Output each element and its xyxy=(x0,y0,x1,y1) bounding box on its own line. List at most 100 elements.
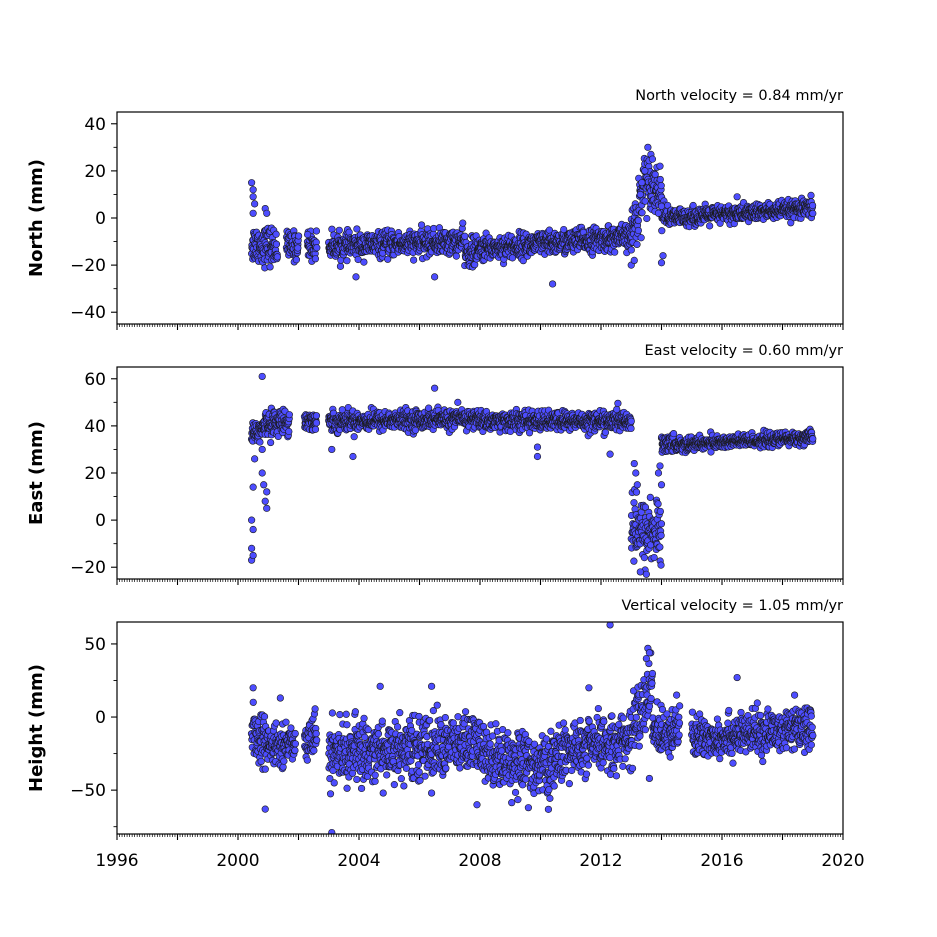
north-data-point xyxy=(634,216,642,225)
east-data-point xyxy=(533,443,542,451)
east-data-point xyxy=(630,557,638,565)
east-ytick-label: −20 xyxy=(70,558,106,578)
east-data-point xyxy=(261,497,269,505)
east-data-point xyxy=(260,481,268,489)
north-data-point xyxy=(548,280,557,288)
east-data-point xyxy=(809,435,817,443)
east-data-point xyxy=(311,425,320,433)
north-data-point xyxy=(519,257,527,265)
north-data-point xyxy=(627,246,635,254)
east-ylabel: East (mm) xyxy=(26,421,47,525)
east-data-point xyxy=(657,520,666,528)
north-data-point xyxy=(637,234,645,242)
north-data-point xyxy=(335,226,343,234)
height-data-point xyxy=(261,765,269,773)
east-data-point xyxy=(632,488,641,496)
east-data-point xyxy=(285,411,293,419)
north-data-point xyxy=(809,209,817,217)
east-data-point xyxy=(632,469,640,477)
east-data-point xyxy=(657,561,665,569)
east-data-point xyxy=(657,481,666,489)
north-data-point xyxy=(272,240,281,248)
east-data-point xyxy=(249,525,257,534)
north-data-point xyxy=(249,209,257,217)
east-data-point xyxy=(328,445,336,454)
north-data-point xyxy=(272,230,280,238)
east-data-point xyxy=(267,438,275,447)
north-ytick-label: −20 xyxy=(70,256,106,276)
north-data-point xyxy=(641,167,649,175)
north-data-point xyxy=(636,190,644,199)
east-data-point xyxy=(656,543,664,551)
north-data-point xyxy=(657,259,666,267)
north-data-point xyxy=(353,225,361,233)
north-data-point xyxy=(657,182,665,190)
north-data-point xyxy=(808,201,817,210)
north-data-point xyxy=(656,175,664,184)
north-data-point xyxy=(658,227,666,235)
east-data-point xyxy=(249,551,257,560)
north-data-point xyxy=(273,253,281,261)
east-data-point xyxy=(411,426,420,434)
north-data-point xyxy=(292,256,301,264)
east-data-point xyxy=(274,432,282,441)
north-data-point xyxy=(410,256,418,264)
north-data-point xyxy=(312,227,321,235)
north-data-point xyxy=(644,143,652,151)
east-data-point xyxy=(533,452,542,461)
north-data-point xyxy=(648,155,657,163)
north-data-point xyxy=(352,273,360,281)
north-ytick-label: −40 xyxy=(70,303,106,323)
east-data-point xyxy=(606,450,614,458)
north-data-point xyxy=(633,240,641,249)
east-data-point xyxy=(630,459,638,468)
north-data-point xyxy=(461,232,469,240)
east-data-point xyxy=(614,399,622,407)
east-data-point xyxy=(636,568,644,576)
north-data-point xyxy=(641,197,649,205)
east-markers xyxy=(247,372,817,578)
north-data-point xyxy=(303,230,312,239)
east-data-point xyxy=(248,544,256,552)
east-velocity-annotation: East velocity = 0.60 mm/yr xyxy=(644,343,843,359)
east-data-point xyxy=(642,570,650,578)
east-data-point xyxy=(258,372,266,381)
north-ylabel: North (mm) xyxy=(26,159,47,277)
east-axes-frame xyxy=(116,366,844,580)
east-data-point xyxy=(654,500,662,508)
east-data-point xyxy=(657,531,665,540)
east-data-point xyxy=(258,445,266,454)
east-data-point xyxy=(251,455,259,463)
east-data-point xyxy=(656,507,664,516)
north-data-point xyxy=(384,255,392,263)
east-ytick-label: 60 xyxy=(84,370,106,390)
north-data-point xyxy=(638,179,646,187)
north-data-point xyxy=(249,193,257,201)
north-data-point xyxy=(787,219,795,227)
north-data-point xyxy=(643,214,651,223)
north-data-point xyxy=(654,209,663,217)
north-data-point xyxy=(249,186,257,194)
north-panel: −40 −20 0 20 40 North (mm) North velocity = 0.… xyxy=(26,88,844,330)
east-data-point xyxy=(627,424,635,433)
north-data-point xyxy=(634,226,642,235)
east-data-point xyxy=(656,462,664,470)
north-data-point xyxy=(659,252,667,260)
height-data-point xyxy=(249,698,257,706)
east-data-point xyxy=(312,419,321,427)
east-data-point xyxy=(312,412,321,420)
east-data-point xyxy=(248,516,256,524)
north-data-point xyxy=(336,262,345,270)
east-data-point xyxy=(654,469,663,477)
north-data-point xyxy=(716,219,724,227)
east-data-point xyxy=(256,438,264,446)
north-ytick-label: 40 xyxy=(84,115,106,135)
north-ytick-label: 20 xyxy=(84,162,106,182)
north-data-point xyxy=(657,202,666,210)
east-ytick-label: 40 xyxy=(84,417,106,437)
height-data-point xyxy=(260,712,269,721)
north-data-point xyxy=(611,248,619,256)
east-ytick-label: 20 xyxy=(84,464,106,484)
